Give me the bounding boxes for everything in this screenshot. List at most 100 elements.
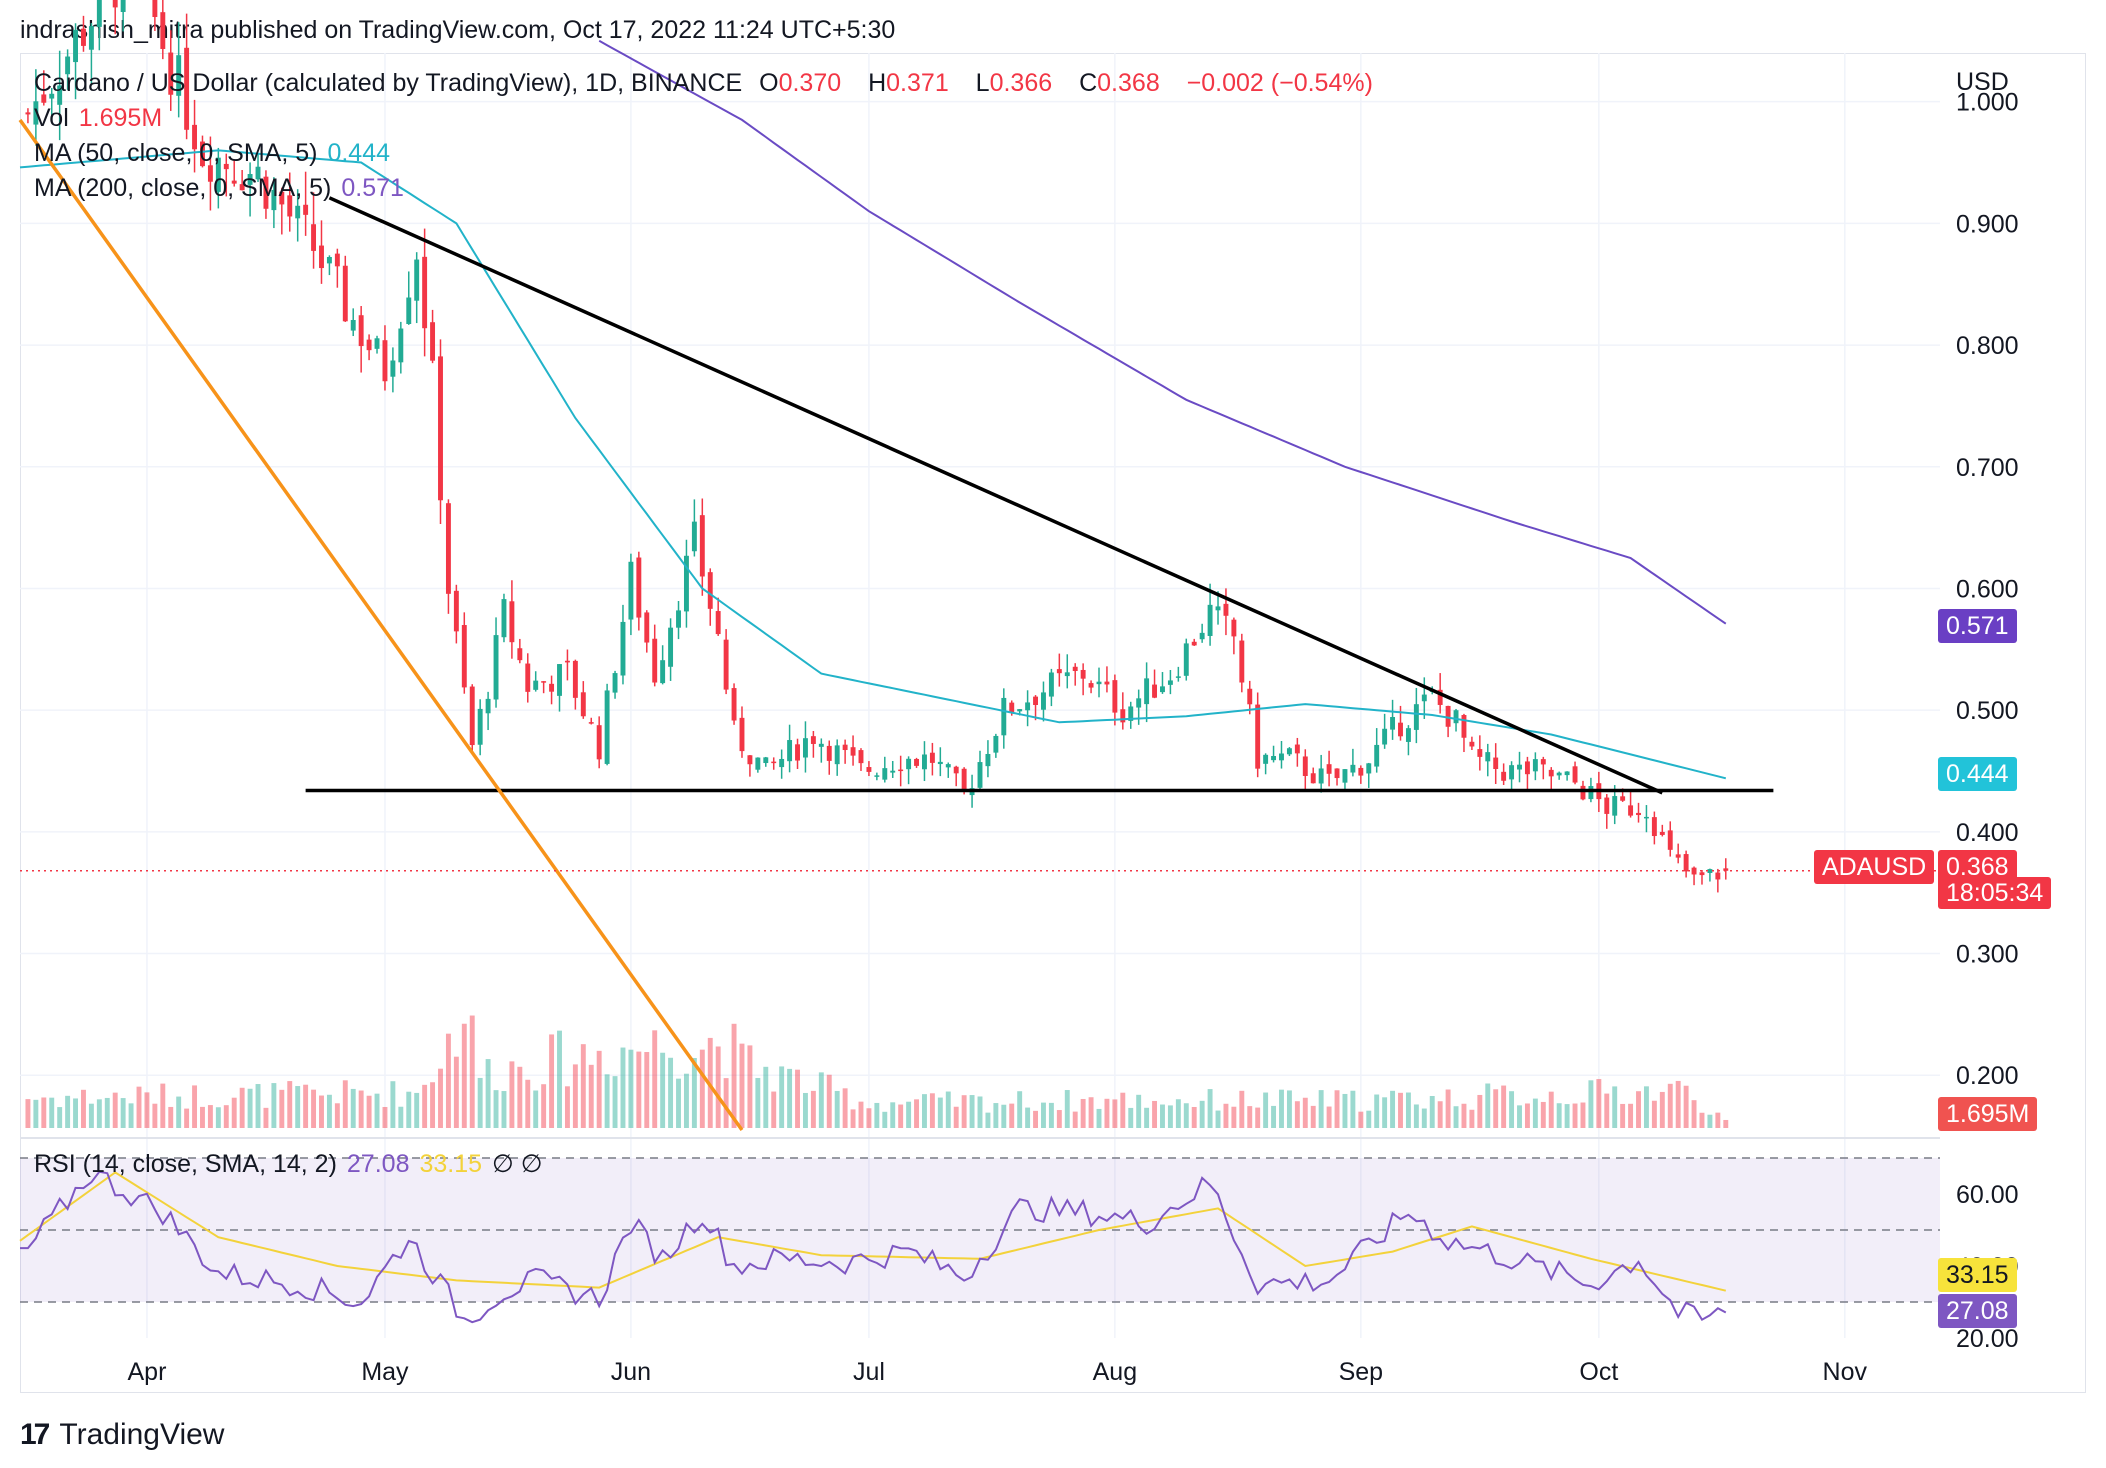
volume-bar [1310, 1105, 1316, 1128]
candle-body [644, 612, 650, 643]
volume-bar [691, 1058, 697, 1128]
volume-bar [795, 1069, 800, 1128]
volume-bar [1382, 1097, 1388, 1128]
volume-bar [1548, 1091, 1554, 1128]
candle-body [739, 717, 745, 752]
candle-body [1636, 812, 1641, 816]
footer-branding[interactable]: 17 TradingView [20, 1418, 224, 1452]
candle-body [358, 315, 364, 347]
candle-body [1524, 761, 1530, 775]
candle-body [953, 766, 959, 774]
candle-body [1675, 854, 1681, 858]
volume-bar [604, 1074, 610, 1128]
candle-body [1413, 704, 1419, 730]
candle-body [1207, 604, 1213, 636]
candle-body [1271, 756, 1277, 761]
volume-bar [668, 1057, 674, 1128]
candle-body [1215, 606, 1221, 611]
candle-body [596, 725, 602, 760]
volume-bar [961, 1095, 967, 1128]
candle-body [168, 52, 174, 95]
candle-body [985, 753, 991, 767]
volume-bar [334, 1103, 340, 1128]
candle-body [350, 320, 356, 331]
candle-body [620, 621, 626, 676]
volume-bar [1612, 1086, 1618, 1128]
candle-body [747, 755, 753, 765]
volume-bar [1136, 1094, 1142, 1128]
publish-line: indrashish_mitra published on TradingVie… [20, 16, 896, 44]
volume-bar [549, 1034, 555, 1128]
volume-bar [1564, 1104, 1570, 1128]
volume-bar [350, 1088, 356, 1128]
volume-bar [763, 1066, 769, 1128]
volume-bar [374, 1093, 380, 1128]
candle-body [334, 253, 340, 267]
volume-bar [1707, 1114, 1713, 1128]
candle-body [295, 205, 301, 219]
price-tick-label: 0.500 [1956, 697, 2019, 725]
legend-close-label: C [1079, 69, 1098, 97]
candle-body [1382, 728, 1388, 745]
volume-bar [390, 1081, 396, 1128]
volume-bar [1509, 1091, 1515, 1128]
volume-bar [295, 1086, 301, 1128]
candle-body [628, 561, 634, 620]
volume-bar [422, 1084, 428, 1128]
candle-body [509, 601, 515, 643]
volume-bar [517, 1066, 523, 1128]
volume-bar [922, 1094, 927, 1128]
volume-bar [1183, 1103, 1189, 1128]
candle-body [929, 752, 935, 763]
candle-body [1080, 669, 1086, 679]
volume-bar [572, 1064, 578, 1128]
rsi-sma-badge: 33.15 [1938, 1258, 2017, 1292]
volume-bar [644, 1052, 650, 1128]
chart-frame [20, 53, 2086, 1393]
volume-bar [326, 1094, 332, 1128]
volume-bar [1580, 1102, 1586, 1128]
volume-bar [1104, 1098, 1110, 1128]
volume-bar [128, 1103, 134, 1128]
volume-bar [1175, 1099, 1181, 1128]
candle-body [1033, 696, 1038, 705]
candle-body [1112, 680, 1118, 713]
volume-bar [1374, 1094, 1380, 1128]
volume-bar [739, 1043, 745, 1128]
candle-body [1056, 669, 1062, 674]
candle-body [1612, 796, 1618, 816]
volume-bar [1445, 1089, 1451, 1128]
volume-bar [914, 1099, 919, 1128]
volume-bar [1112, 1099, 1118, 1128]
volume-bar [564, 1086, 570, 1128]
volume-bar [215, 1107, 221, 1128]
candle-body [422, 256, 428, 329]
symbol-badge: ADAUSD [1814, 850, 1935, 884]
candle-body [1342, 769, 1348, 783]
volume-bar [1128, 1107, 1134, 1128]
candle-body [612, 673, 618, 693]
volume-bar [683, 1073, 689, 1128]
volume-bar [929, 1093, 935, 1128]
candle-body [1485, 752, 1491, 762]
candle-body [1350, 764, 1356, 773]
volume-bar [969, 1095, 975, 1128]
volume-bar [1056, 1110, 1062, 1128]
candle-body [557, 664, 562, 696]
volume-bar [1207, 1089, 1213, 1128]
legend-high-label: H [868, 69, 887, 97]
candle-body [1421, 694, 1427, 702]
volume-bar [890, 1102, 896, 1128]
candle-body [160, 12, 166, 49]
candle-body [890, 770, 896, 773]
candle-body [1096, 681, 1102, 685]
legend-close: 0.368 [1097, 69, 1160, 97]
volume-bar [1033, 1110, 1038, 1128]
candle-body [1001, 697, 1007, 736]
volume-bar [398, 1106, 404, 1128]
candle-body [406, 297, 412, 324]
volume-bar [1366, 1110, 1372, 1128]
volume-bar [1286, 1090, 1292, 1128]
time-tick-label: Apr [127, 1358, 166, 1386]
